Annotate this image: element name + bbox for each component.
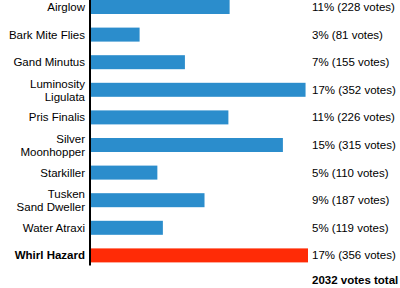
- data-label: 11% (228 votes): [312, 1, 395, 13]
- annotation: 2032 votes total: [312, 274, 398, 286]
- data-label: 17% (356 votes): [312, 249, 396, 261]
- category-label: Pris Finalis: [29, 111, 85, 123]
- category-label: Gand Minutus: [13, 56, 85, 68]
- category-label: TuskenSand Dweller: [17, 188, 86, 213]
- bar: [90, 28, 140, 42]
- axis-line: [89, 0, 91, 265]
- chart: Airglow Bark Mite Flies Gand Minutus Lumino…: [0, 0, 400, 288]
- category-label: Water Atraxi: [23, 222, 85, 234]
- data-label: 17% (352 votes): [312, 84, 396, 96]
- bar: [90, 221, 163, 235]
- data-label: 5% (119 votes): [312, 222, 389, 234]
- bar: [90, 248, 308, 262]
- category-label: Airglow: [47, 1, 85, 13]
- data-label: 3% (81 votes): [312, 29, 383, 41]
- category-label: LuminosityLigulata: [30, 78, 86, 103]
- category-label: Whirl Hazard: [15, 249, 85, 261]
- bar: [90, 193, 205, 207]
- bar: [90, 0, 230, 14]
- category-label: SilverMoonhopper: [20, 133, 85, 158]
- bar: [90, 138, 283, 152]
- data-label: 5% (110 votes): [312, 167, 389, 179]
- data-label: 11% (226 votes): [312, 111, 395, 123]
- data-label: 9% (187 votes): [312, 194, 390, 206]
- data-label: 15% (315 votes): [312, 139, 396, 151]
- bar: [90, 55, 185, 69]
- bar: [90, 83, 306, 97]
- category-label: Starkiller: [40, 167, 85, 179]
- category-label: Bark Mite Flies: [9, 29, 85, 41]
- bars: [90, 0, 308, 262]
- bar: [90, 110, 228, 124]
- data-label: 7% (155 votes): [312, 56, 390, 68]
- bar: [90, 166, 157, 180]
